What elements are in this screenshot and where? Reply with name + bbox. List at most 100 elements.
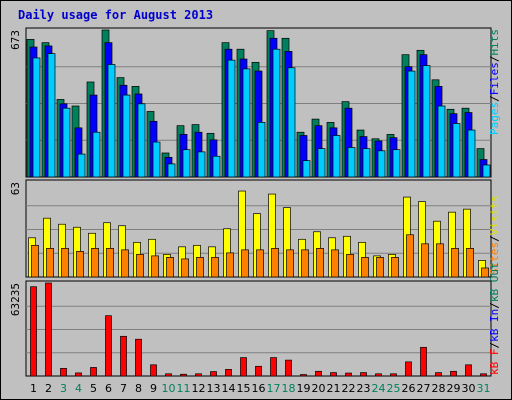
bar-pages-day-13: [212, 155, 221, 178]
x-tick-label-19: 19: [297, 382, 311, 395]
bar-sites-day-27: [421, 243, 429, 278]
bar-pages-day-20: [317, 148, 326, 178]
legend-top: Pages/Files/Hits: [488, 29, 501, 135]
bar-kbytes-day-20: [315, 370, 322, 377]
legend-sites: Sites: [488, 242, 501, 275]
x-tick-label-16: 16: [252, 382, 266, 395]
x-tick-label-23: 23: [357, 382, 371, 395]
legend-visits: Visits: [488, 196, 501, 236]
bar-kbytes-day-29: [450, 370, 457, 377]
legend-kbout: kB Out: [488, 262, 501, 302]
legend-kbin: kB In: [488, 309, 501, 342]
bar-pages-day-12: [197, 151, 206, 178]
bar-kbytes-day-2: [45, 282, 52, 377]
x-tick-label-10: 10: [162, 382, 176, 395]
x-tick-label-5: 5: [90, 382, 97, 395]
bar-kbytes-day-17: [270, 357, 277, 377]
bar-sites-day-8: [136, 254, 144, 278]
bar-pages-day-7: [122, 94, 131, 178]
bar-pages-day-16: [257, 122, 266, 178]
legend-hits: Hits: [488, 29, 501, 56]
bar-pages-day-29: [452, 123, 461, 178]
bar-sites-day-28: [436, 243, 444, 278]
legend-sep-1: /: [488, 95, 501, 102]
bar-kbytes-day-19: [300, 374, 307, 377]
bar-pages-day-14: [227, 59, 236, 178]
x-tick-label-31: 31: [477, 382, 491, 395]
bar-sites-day-7: [121, 249, 129, 278]
x-tick-label-22: 22: [342, 382, 356, 395]
bar-pages-day-5: [92, 131, 101, 178]
bar-pages-day-22: [347, 147, 356, 178]
bar-pages-day-26: [407, 70, 416, 178]
bar-pages-day-28: [437, 105, 446, 178]
bar-sites-day-21: [331, 249, 339, 278]
x-tick-label-9: 9: [150, 382, 157, 395]
bar-pages-day-1: [32, 57, 41, 178]
bar-kbytes-day-11: [180, 373, 187, 377]
bars: [26, 29, 491, 377]
bar-pages-day-31: [482, 164, 491, 178]
bar-pages-day-3: [62, 107, 71, 178]
bar-sites-day-23: [361, 257, 369, 278]
legend-kbf: kB F: [488, 349, 501, 376]
panel-bot-bg: [25, 280, 492, 377]
bar-sites-day-24: [376, 257, 384, 278]
x-tick-label-28: 28: [432, 382, 446, 395]
bar-sites-day-20: [316, 247, 324, 278]
bar-pages-day-8: [137, 103, 146, 178]
bar-kbytes-day-27: [420, 346, 427, 377]
legend-sep-4: /: [488, 342, 501, 349]
bar-pages-day-24: [377, 150, 386, 178]
x-tick-label-14: 14: [222, 382, 236, 395]
bar-kbytes-day-14: [225, 369, 232, 377]
bar-pages-day-17: [272, 48, 281, 178]
x-tick-label-26: 26: [402, 382, 416, 395]
bar-sites-day-25: [391, 257, 399, 278]
bar-pages-day-23: [362, 148, 371, 178]
bar-kbytes-day-4: [75, 372, 82, 377]
bar-kbytes-day-13: [210, 371, 217, 377]
bar-sites-day-13: [211, 257, 219, 278]
bar-kbytes-day-28: [435, 372, 442, 377]
x-tick-label-8: 8: [135, 382, 142, 395]
bar-pages-day-21: [332, 135, 341, 178]
x-tick-label-6: 6: [105, 382, 112, 395]
bar-kbytes-day-31: [480, 373, 487, 377]
bar-kbytes-day-23: [360, 372, 367, 377]
bar-kbytes-day-10: [165, 373, 172, 377]
x-tick-label-25: 25: [387, 382, 401, 395]
bar-sites-day-1: [31, 244, 39, 278]
x-tick-label-20: 20: [312, 382, 326, 395]
bar-sites-day-17: [271, 247, 279, 278]
legend-pages: Pages: [488, 102, 501, 135]
bar-sites-day-5: [91, 247, 99, 278]
bar-kbytes-day-30: [465, 364, 472, 377]
x-tick-label-29: 29: [447, 382, 461, 395]
bar-pages-day-19: [302, 160, 311, 178]
bar-pages-day-10: [167, 163, 176, 178]
legend-sep-5: /: [488, 302, 501, 309]
bar-sites-day-6: [106, 247, 114, 278]
bar-sites-day-14: [226, 252, 234, 278]
bar-kbytes-day-15: [240, 357, 247, 377]
bar-kbytes-day-8: [135, 338, 142, 377]
bar-kbytes-day-5: [90, 367, 97, 377]
bar-pages-day-30: [467, 129, 476, 178]
x-tick-label-21: 21: [327, 382, 341, 395]
legend-sep-2: /: [488, 56, 501, 63]
legend-sep-3: /: [488, 235, 501, 242]
x-tick-label-17: 17: [267, 382, 281, 395]
bar-sites-day-16: [256, 249, 264, 278]
x-tick-label-13: 13: [207, 382, 221, 395]
bar-pages-day-25: [392, 149, 401, 178]
bar-kbytes-day-9: [150, 364, 157, 377]
bar-pages-day-4: [77, 153, 86, 178]
bar-kbytes-day-26: [405, 361, 412, 377]
x-tick-label-27: 27: [417, 382, 431, 395]
bar-sites-day-29: [451, 247, 459, 278]
bar-kbytes-day-22: [345, 372, 352, 377]
x-tick-label-1: 1: [30, 382, 37, 395]
bar-sites-day-19: [301, 249, 309, 278]
